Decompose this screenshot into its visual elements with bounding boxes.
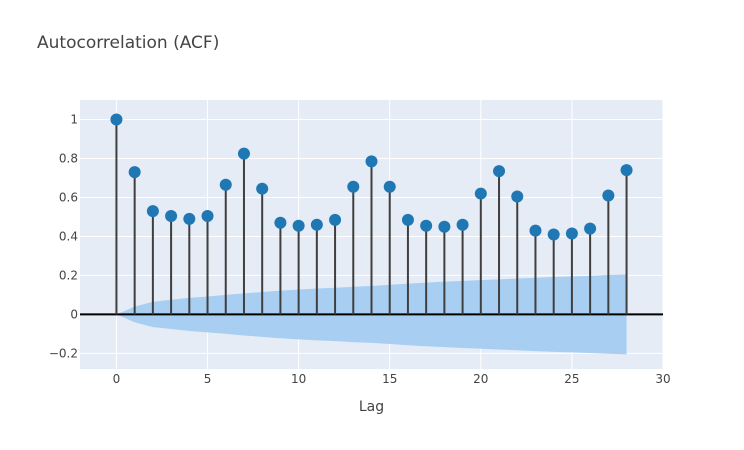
acf-marker[interactable] <box>584 222 597 235</box>
marker-layer <box>110 113 633 241</box>
acf-marker[interactable] <box>493 165 506 178</box>
chart-title: Autocorrelation (ACF) <box>37 33 220 53</box>
x-tick-label: 10 <box>291 372 306 386</box>
y-tick-label: 1 <box>70 112 78 126</box>
y-tick-label: 0.4 <box>59 229 78 243</box>
acf-marker[interactable] <box>365 155 378 168</box>
stem-layer <box>115 119 628 315</box>
acf-marker[interactable] <box>219 178 232 191</box>
acf-marker[interactable] <box>456 218 469 231</box>
y-tick-label: 0 <box>70 307 78 321</box>
acf-marker[interactable] <box>347 180 360 193</box>
acf-marker[interactable] <box>547 228 560 241</box>
x-tick-label: 30 <box>655 372 670 386</box>
acf-marker[interactable] <box>602 189 615 202</box>
y-tick-label: 0.6 <box>59 190 78 204</box>
acf-marker[interactable] <box>565 227 578 240</box>
acf-marker[interactable] <box>128 166 141 179</box>
x-tick-label: 0 <box>113 372 121 386</box>
acf-marker[interactable] <box>438 220 451 233</box>
acf-marker[interactable] <box>620 164 633 177</box>
x-axis-title: Lag <box>359 399 384 415</box>
acf-marker[interactable] <box>183 212 196 225</box>
acf-marker[interactable] <box>256 182 269 195</box>
acf-marker[interactable] <box>274 216 287 229</box>
y-tick-label: −0.2 <box>49 346 78 360</box>
acf-marker[interactable] <box>237 147 250 160</box>
acf-marker[interactable] <box>201 209 214 222</box>
x-tick-label: 20 <box>473 372 488 386</box>
acf-marker[interactable] <box>292 219 305 232</box>
x-tick-label: 15 <box>382 372 397 386</box>
y-tick-labels: −0.2 0 0.2 0.4 0.6 0.8 1 <box>49 112 78 360</box>
x-tick-labels: 0 5 10 15 20 25 30 <box>113 372 671 386</box>
y-tick-label: 0.8 <box>59 151 78 165</box>
acf-marker[interactable] <box>420 219 433 232</box>
acf-marker[interactable] <box>329 213 342 226</box>
acf-marker[interactable] <box>110 113 123 126</box>
acf-marker[interactable] <box>474 187 487 200</box>
acf-marker[interactable] <box>529 224 542 237</box>
acf-marker[interactable] <box>165 209 178 222</box>
acf-marker[interactable] <box>146 205 159 218</box>
acf-marker[interactable] <box>310 218 323 231</box>
x-tick-label: 25 <box>564 372 579 386</box>
y-tick-label: 0.2 <box>59 268 78 282</box>
acf-marker[interactable] <box>401 213 414 226</box>
acf-marker[interactable] <box>383 180 396 193</box>
acf-marker[interactable] <box>511 190 524 203</box>
x-tick-label: 5 <box>204 372 212 386</box>
